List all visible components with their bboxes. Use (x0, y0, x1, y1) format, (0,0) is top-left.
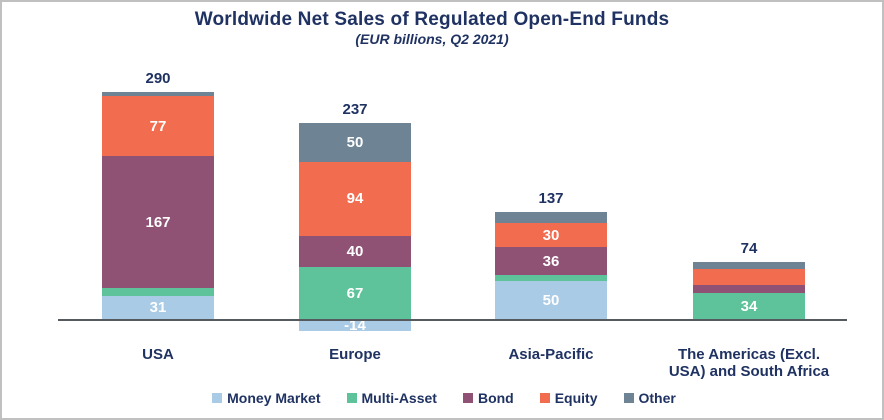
legend-swatch-icon (623, 393, 634, 403)
bar-total-label: 290 (145, 70, 171, 87)
segment-value-label: 94 (346, 190, 364, 208)
bar-segment-other: 50 (299, 122, 411, 162)
bar-segment-equity (693, 268, 805, 286)
category-label-3: The Americas (Excl. USA) and South Afric… (668, 346, 830, 380)
segment-value-label: 50 (346, 133, 364, 151)
bar-segment-multi-asset (102, 287, 214, 296)
bar-segment-multi-asset: 34 (693, 293, 805, 320)
legend-item-multi-asset: Multi-Asset (346, 390, 437, 406)
segment-value-label: 36 (542, 252, 560, 270)
legend-label: Money Market (227, 390, 321, 406)
bar-segment-bond: 36 (495, 246, 607, 276)
bar-segment-other (495, 212, 607, 224)
bar-segment-bond (693, 285, 805, 294)
category-label-0: USA (142, 346, 174, 363)
bar-segment-equity: 77 (102, 95, 214, 157)
bar-segment-other (102, 92, 214, 96)
bar-total-label: 237 (342, 100, 368, 118)
segment-value-label: 167 (145, 213, 171, 231)
chart-subtitle: (EUR billions, Q2 2021) (355, 31, 509, 47)
segment-value-label: 67 (346, 285, 364, 303)
bar-segment-money-market: 50 (495, 280, 607, 320)
x-axis-line (58, 319, 847, 321)
segment-value-label: 34 (740, 298, 758, 316)
legend-item-bond: Bond (462, 390, 514, 406)
category-label-1: Europe (329, 346, 381, 363)
segment-value-label: 77 (149, 117, 167, 135)
bar-segment-bond: 167 (102, 156, 214, 288)
bar-segment-multi-asset: 67 (299, 267, 411, 320)
legend-swatch-icon (539, 393, 550, 403)
bar-segment-equity: 30 (495, 223, 607, 247)
bar-segment-bond: 40 (299, 235, 411, 268)
bar-segment-other (693, 261, 805, 269)
bar-segment-money-market: 31 (102, 295, 214, 320)
bar-segment-money-market: -14 (299, 317, 411, 334)
segment-value-label: 30 (542, 226, 560, 244)
legend-item-equity: Equity (539, 390, 598, 406)
bar-segment-equity: 94 (299, 161, 411, 236)
legend-item-other: Other (623, 390, 676, 406)
legend-swatch-icon (346, 393, 357, 403)
bar-total-label: 74 (740, 239, 758, 257)
chart-title: Worldwide Net Sales of Regulated Open-En… (194, 9, 670, 30)
legend-label: Bond (477, 390, 514, 406)
segment-value-label: 31 (149, 299, 167, 317)
legend-swatch-icon (462, 393, 473, 403)
legend-label: Multi-Asset (361, 390, 437, 406)
bar-segment-multi-asset (495, 275, 607, 281)
chart-legend: Money Market Multi-Asset Bond Equity Other (2, 390, 882, 406)
segment-value-label: 40 (346, 243, 364, 261)
bar-total-label: 137 (538, 190, 564, 208)
legend-label: Other (638, 390, 676, 406)
category-label-2: Asia-Pacific (508, 346, 594, 363)
segment-value-label: -14 (344, 317, 366, 334)
legend-item-money-market: Money Market (212, 390, 321, 406)
legend-label: Equity (554, 390, 598, 406)
segment-value-label: 50 (542, 291, 560, 309)
legend-swatch-icon (212, 393, 223, 403)
